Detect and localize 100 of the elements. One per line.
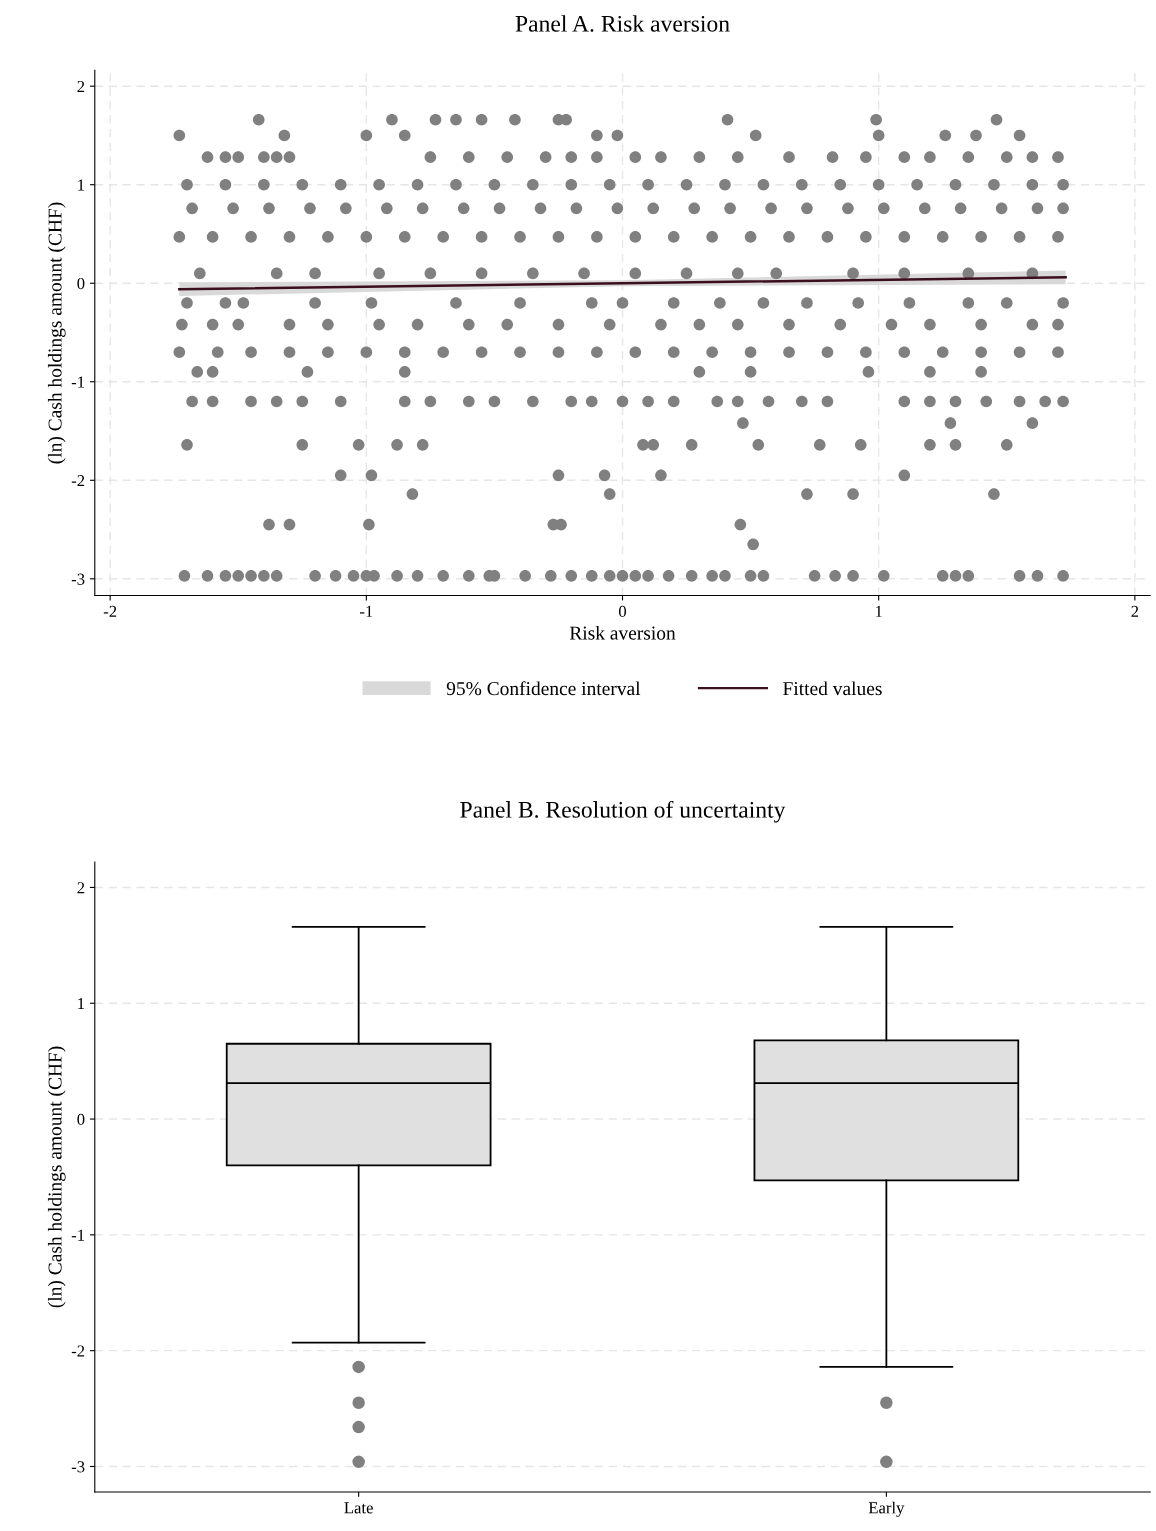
point: [360, 129, 373, 142]
point: [924, 439, 936, 451]
point: [519, 570, 531, 582]
point: [309, 570, 321, 582]
point: [391, 439, 403, 451]
point: [585, 297, 598, 309]
point: [1052, 346, 1064, 359]
point: [232, 151, 245, 163]
point: [854, 439, 867, 451]
point: [924, 395, 936, 408]
x-tick-label: 1: [875, 605, 882, 617]
point: [860, 151, 872, 163]
point: [821, 231, 834, 243]
point: [1026, 151, 1039, 163]
point: [322, 318, 334, 331]
point: [647, 439, 660, 451]
point: [783, 318, 795, 331]
point: [667, 231, 680, 243]
point: [334, 395, 347, 408]
point: [980, 395, 993, 408]
point: [219, 297, 232, 309]
point: [309, 267, 321, 280]
y-tick-label: 2: [77, 882, 85, 894]
point: [365, 297, 378, 309]
point: [509, 113, 521, 126]
point: [462, 318, 475, 331]
point: [1000, 297, 1013, 309]
point: [391, 570, 403, 582]
y-axis-title: (ln) Cash holdings amount (CHF): [47, 202, 66, 464]
point: [1013, 395, 1026, 408]
point: [834, 178, 847, 191]
point: [304, 202, 316, 215]
point: [829, 570, 841, 582]
point: [527, 178, 539, 191]
legend-label: Fitted values: [783, 681, 882, 696]
point: [655, 318, 667, 331]
point: [603, 178, 616, 191]
point: [796, 395, 808, 408]
point: [360, 231, 373, 243]
point: [762, 395, 775, 408]
point: [578, 267, 590, 280]
point: [685, 439, 698, 451]
point: [975, 346, 987, 359]
point: [949, 395, 962, 408]
point: [616, 395, 629, 408]
point: [870, 113, 882, 126]
point: [1026, 417, 1039, 429]
point: [406, 488, 419, 500]
point: [1057, 178, 1069, 191]
point: [1057, 570, 1069, 582]
point: [924, 366, 936, 378]
point: [1031, 202, 1044, 215]
point: [173, 346, 186, 359]
point: [585, 395, 598, 408]
point: [667, 346, 680, 359]
point: [347, 570, 360, 582]
x-tick-label: Late: [344, 1502, 373, 1514]
point: [475, 346, 488, 359]
x-tick-label: 0: [618, 605, 627, 618]
point: [731, 318, 744, 331]
point: [688, 202, 701, 215]
point: [462, 151, 475, 163]
point: [565, 151, 578, 163]
point: [283, 518, 296, 531]
point: [527, 395, 539, 408]
point: [270, 395, 283, 408]
point: [493, 202, 506, 215]
point: [296, 395, 309, 408]
point: [334, 469, 347, 482]
point: [591, 129, 603, 142]
point: [1000, 151, 1013, 163]
point: [462, 570, 475, 582]
point: [1000, 439, 1013, 451]
point: [629, 267, 642, 280]
point: [1057, 297, 1069, 309]
point: [450, 178, 462, 191]
point: [719, 178, 731, 191]
point: [911, 178, 923, 191]
point: [603, 488, 616, 500]
point: [629, 346, 642, 359]
point: [962, 570, 975, 582]
point: [988, 178, 1000, 191]
point: [898, 395, 911, 408]
point: [544, 570, 557, 582]
point: [616, 297, 629, 309]
point: [263, 202, 275, 215]
point: [263, 518, 275, 531]
point: [706, 346, 718, 359]
point: [667, 297, 680, 309]
point: [731, 151, 744, 163]
point: [783, 231, 795, 243]
point: [962, 297, 975, 309]
point: [514, 346, 526, 359]
point: [975, 366, 987, 378]
point: [706, 231, 718, 243]
y-tick-label: -3: [71, 573, 85, 585]
point: [245, 570, 257, 582]
point: [711, 395, 724, 408]
point: [629, 231, 642, 243]
point: [962, 151, 975, 163]
